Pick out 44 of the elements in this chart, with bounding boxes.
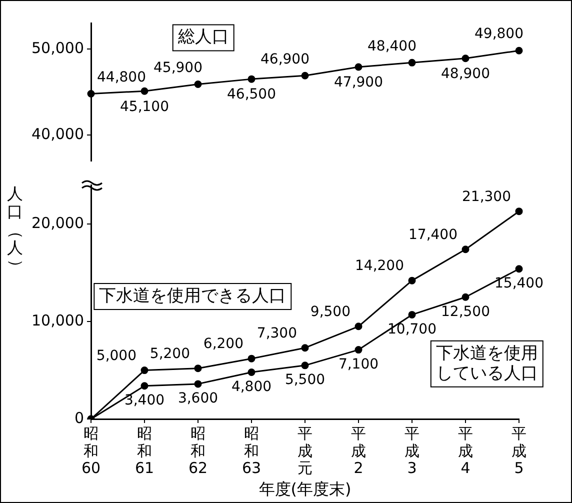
data-label: 48,400 [368,38,416,54]
series-label: 総人口 [176,27,229,48]
data-label: 14,200 [355,258,404,274]
data-label: 17,400 [408,227,458,244]
x-tick-label: 昭和62 [188,424,208,478]
text: 下水道を使用できる人口 [99,286,286,306]
x-tick-label: 平成2 [351,424,366,478]
data-label: 7,300 [256,326,297,342]
data-label: 48,900 [441,66,490,82]
x-tick-label: 平成元 [298,424,312,478]
data-label: 47,900 [334,74,383,91]
x-tick-label: 昭和63 [242,424,262,478]
data-label: 10,700 [388,321,436,338]
data-label: 5,000 [96,348,136,364]
data-label: 4,800 [231,378,272,395]
data-label: 46,900 [260,51,310,68]
data-label: 44,800 [97,69,146,86]
x-axis-title: 年度(年度末) [258,480,352,499]
data-label: 21,300 [462,188,511,205]
data-label: 45,100 [120,98,169,115]
y-tick-label: 40,000 [32,125,84,144]
y-tick-label: 0 [74,408,84,427]
data-label: 5,200 [150,346,190,362]
data-label: 5,500 [284,372,326,388]
x-tick-label: 昭和60 [81,424,101,478]
data-label: 46,500 [227,86,276,103]
data-label: 15,400 [494,276,544,292]
y-tick-label: 20,000 [32,214,84,232]
y-axis-title: 人口（人） [6,184,26,275]
x-tick-label: 平成5 [512,424,526,478]
data-label: 6,200 [203,336,244,352]
x-tick-label: 平成4 [458,424,473,478]
data-label: 3,400 [124,392,165,409]
data-label: 45,900 [154,60,202,76]
data-label: 3,600 [178,390,218,407]
data-label: 49,800 [474,26,524,42]
x-tick-label: 平成3 [404,424,420,478]
text: 下水道を使用している人口 [436,343,538,384]
y-tick-label: 10,000 [32,311,84,330]
y-tick-label: 50,000 [32,38,84,57]
data-label: 9,500 [310,304,350,320]
x-tick-label: 昭和61 [134,424,154,478]
data-label: 7,100 [338,356,379,372]
data-label: 12,500 [441,304,490,320]
